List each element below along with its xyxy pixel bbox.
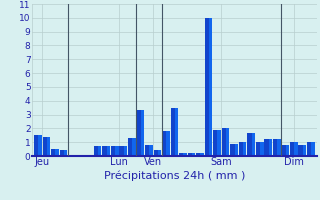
Bar (171, 108, 175, 156)
Bar (222, 128, 229, 156)
Bar (196, 153, 200, 156)
Bar (128, 138, 132, 156)
Bar (256, 142, 260, 156)
Bar (119, 146, 127, 156)
Bar (111, 146, 115, 156)
Bar (247, 133, 252, 156)
Bar (162, 131, 170, 156)
Bar (179, 153, 183, 156)
Bar (281, 145, 286, 156)
Bar (128, 138, 136, 156)
Bar (162, 131, 166, 156)
Bar (230, 144, 238, 156)
Bar (136, 110, 144, 156)
Bar (205, 18, 209, 156)
Bar (136, 110, 141, 156)
Bar (43, 137, 50, 156)
Bar (34, 135, 42, 156)
Bar (102, 146, 107, 156)
Bar (213, 130, 221, 156)
Bar (94, 146, 98, 156)
Bar (299, 145, 303, 156)
Bar (239, 142, 246, 156)
Bar (60, 150, 64, 156)
Bar (290, 142, 294, 156)
Bar (119, 146, 124, 156)
Bar (51, 149, 55, 156)
Bar (299, 145, 306, 156)
X-axis label: Précipitations 24h ( mm ): Précipitations 24h ( mm ) (104, 170, 245, 181)
Bar (264, 139, 268, 156)
Bar (239, 142, 243, 156)
Bar (222, 128, 226, 156)
Bar (60, 150, 68, 156)
Bar (154, 150, 158, 156)
Bar (205, 18, 212, 156)
Bar (111, 146, 118, 156)
Bar (179, 153, 187, 156)
Bar (281, 145, 289, 156)
Bar (290, 142, 298, 156)
Bar (171, 108, 178, 156)
Bar (188, 153, 195, 156)
Bar (256, 142, 263, 156)
Bar (196, 153, 204, 156)
Bar (34, 135, 38, 156)
Bar (273, 139, 281, 156)
Bar (102, 146, 110, 156)
Bar (145, 145, 149, 156)
Bar (145, 145, 153, 156)
Bar (307, 142, 315, 156)
Bar (307, 142, 311, 156)
Bar (188, 153, 192, 156)
Bar (94, 146, 101, 156)
Bar (154, 150, 161, 156)
Bar (264, 139, 272, 156)
Bar (230, 144, 235, 156)
Bar (51, 149, 59, 156)
Bar (247, 133, 255, 156)
Bar (213, 130, 218, 156)
Bar (43, 137, 47, 156)
Bar (273, 139, 277, 156)
